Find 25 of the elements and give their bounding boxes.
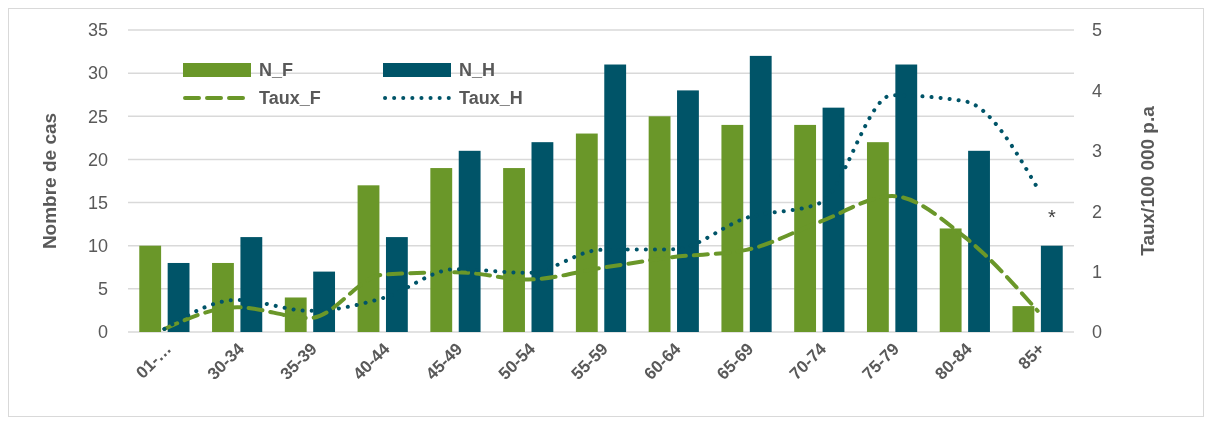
y-tick-label: 15 — [87, 192, 108, 213]
y-tick-label: 25 — [87, 106, 108, 127]
y-tick-label: 0 — [97, 322, 108, 343]
y-tick-label: 10 — [87, 236, 108, 257]
y-axis-title: Nombre de cas — [39, 112, 60, 250]
y2-axis-title: Taux/100 000 p.a — [1137, 105, 1158, 256]
legend-label: Taux_H — [459, 88, 523, 109]
bar — [139, 245, 162, 332]
y2-tick-label: 3 — [1092, 141, 1103, 162]
y2-tick-label: 1 — [1092, 261, 1103, 282]
legend-label: Taux_F — [259, 88, 321, 109]
y-tick-label: 35 — [87, 20, 108, 41]
legend-label: N_H — [459, 60, 496, 81]
y2-tick-label: 2 — [1092, 201, 1103, 222]
legend-label: N_F — [259, 60, 294, 81]
bar — [968, 150, 990, 332]
bar — [1040, 245, 1063, 332]
y-tick-label: 5 — [97, 279, 108, 300]
y2-tick-label: 5 — [1092, 20, 1103, 41]
y2-tick-label: 0 — [1092, 322, 1103, 343]
x-tick-label: 85+ — [1014, 339, 1049, 374]
annotation: * — [1047, 205, 1056, 228]
y-tick-label: 20 — [87, 149, 108, 170]
y2-tick-label: 4 — [1092, 80, 1103, 101]
y-tick-label: 30 — [87, 63, 108, 84]
